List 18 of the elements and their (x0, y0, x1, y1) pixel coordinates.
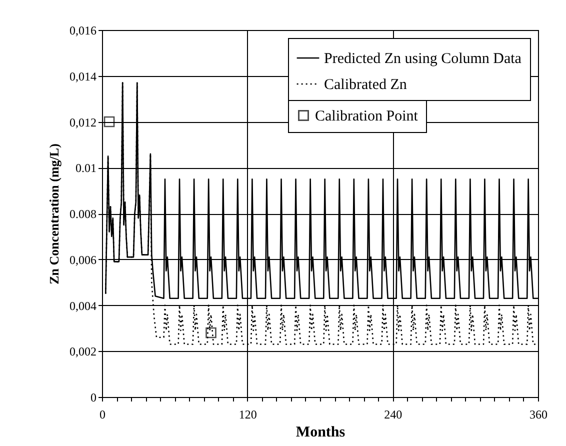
legend-label: Calibrated Zn (324, 77, 408, 93)
y-tick-label: 0,012 (70, 115, 96, 130)
y-tick-label: 0,016 (70, 24, 96, 38)
x-tick-label: 0 (100, 408, 106, 422)
x-axis-title: Months (296, 424, 346, 440)
y-tick-label: 0.008 (70, 207, 96, 221)
y-tick-label: 0 (90, 390, 96, 404)
legend-label: Predicted Zn using Column Data (324, 51, 522, 67)
x-tick-label: 240 (384, 408, 402, 422)
y-tick-label: 0,006 (70, 252, 96, 267)
y-tick-label: 0,002 (70, 344, 96, 359)
legend-label: Calibration Point (315, 108, 419, 124)
x-tick-label: 360 (530, 408, 548, 422)
x-tick-label: 120 (238, 408, 257, 422)
y-axis-title: Zn Concentration (mg/L) (46, 144, 62, 284)
y-tick-label: 0,004 (70, 298, 96, 313)
y-tick-label: 0.01 (76, 161, 96, 176)
y-tick-label: 0,014 (70, 69, 96, 84)
